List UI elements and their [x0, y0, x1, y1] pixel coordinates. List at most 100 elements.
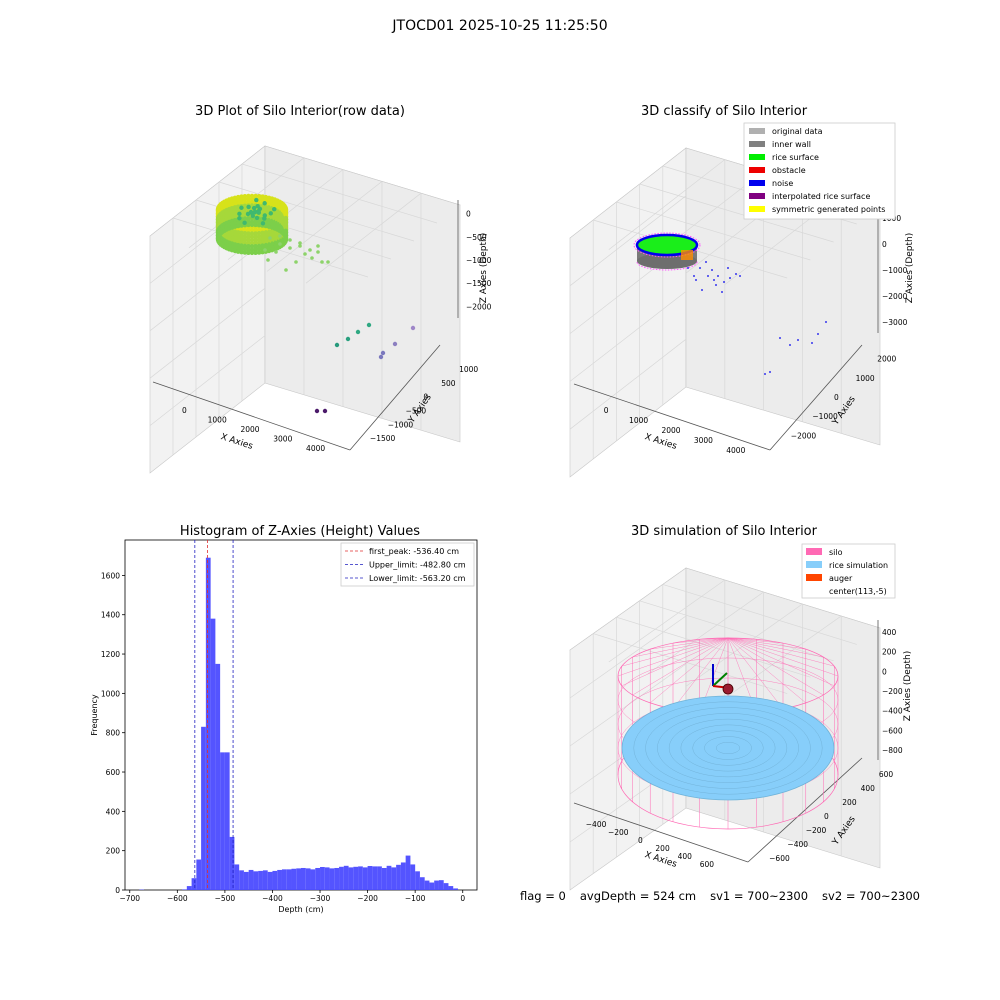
raw-x-tick: 0	[182, 406, 187, 415]
cls-noise-point	[769, 371, 771, 373]
raw-silo-point	[246, 200, 251, 205]
hist-bar	[348, 867, 354, 890]
cls-y-axis-line	[769, 344, 863, 451]
hist-bar	[434, 880, 439, 890]
raw-scatter-point	[294, 260, 298, 264]
panel-title-raw: 3D Plot of Silo Interior(row data)	[195, 104, 405, 119]
raw-z-tick: −500	[466, 233, 487, 242]
raw-surface-point	[237, 211, 242, 216]
hist-bar	[224, 752, 230, 890]
raw-silo-point	[253, 231, 258, 236]
raw-silo-point	[256, 246, 262, 252]
raw-outlier-point	[392, 341, 398, 347]
hist-bar	[291, 868, 297, 890]
raw-silo-cloud	[215, 193, 289, 256]
raw-silo-point	[283, 212, 289, 218]
sim-silo-roof-line	[727, 637, 806, 704]
raw-y-tick: −1000	[388, 420, 414, 429]
hist-y-tick-label: 1000	[101, 689, 120, 698]
raw-silo-point	[249, 231, 255, 236]
cls-grid-line	[569, 338, 687, 430]
raw-scatter-point	[284, 268, 288, 272]
raw-x-tick: 2000	[240, 425, 259, 434]
hist-bar	[239, 870, 244, 890]
hist-bar	[272, 870, 278, 890]
cls-grid-line	[639, 183, 834, 243]
hist-bar	[443, 883, 449, 890]
sim-auger-marker	[722, 683, 734, 695]
hist-bar	[277, 869, 282, 890]
cls-noise-point	[705, 261, 707, 263]
sim-legend-box	[801, 543, 896, 599]
raw-silo-point	[239, 197, 244, 203]
raw-silo-point	[260, 243, 265, 249]
raw-surface-point	[250, 213, 255, 219]
raw-silo-point	[249, 247, 255, 252]
raw-silo-point	[249, 237, 255, 243]
cls-noise-point	[729, 277, 731, 279]
raw-surface-point	[246, 204, 251, 210]
raw-silo-point	[253, 228, 258, 233]
raw-silo-point	[246, 219, 251, 224]
sim-z-tick: 400	[882, 628, 897, 637]
hist-bars	[139, 557, 458, 890]
hist-bar	[334, 867, 340, 890]
cls-noise-point	[715, 284, 717, 286]
raw-outlier-point	[355, 329, 361, 335]
raw-scatter-point	[288, 238, 292, 242]
cls-noise-point	[797, 339, 799, 341]
panel-title-simulation: 3D simulation of Silo Interior	[631, 524, 817, 539]
raw-silo-point	[246, 196, 251, 202]
sim-silo-roof-line	[727, 637, 784, 710]
cls-obstacle	[681, 250, 693, 260]
raw-scatter-point	[326, 260, 330, 264]
cls-legend-label: interpolated rice surface	[772, 192, 870, 201]
raw-silo-point	[249, 196, 255, 202]
raw-silo-point	[242, 203, 248, 209]
sim-silo-roof-line	[632, 637, 729, 658]
cls-z-label: Z Axies (Depth)	[905, 233, 915, 304]
cls-grid-line	[569, 291, 687, 382]
raw-grid-line	[241, 163, 438, 224]
hist-x-label: Depth (cm)	[278, 905, 323, 914]
sim-grid-line	[593, 633, 788, 694]
raw-scatter-point	[308, 248, 312, 252]
sim-silo-roof-line	[672, 637, 729, 644]
hist-x-tick-label: −300	[310, 894, 331, 903]
hist-bar	[186, 886, 192, 890]
sim-grid-line	[569, 615, 687, 699]
raw-silo-point	[242, 240, 248, 246]
raw-outlier-point	[366, 322, 372, 328]
sim-y-tick: 400	[861, 784, 876, 793]
sim-z-tick: 200	[882, 648, 897, 657]
hist-bar	[448, 886, 454, 890]
raw-surface-point	[237, 216, 242, 221]
raw-side-pane	[264, 145, 461, 443]
hist-bar	[301, 867, 306, 890]
hist-bar	[386, 865, 392, 890]
raw-silo-point	[246, 216, 251, 221]
sim-x-axis-line	[573, 802, 749, 863]
raw-silo-point	[242, 200, 248, 206]
raw-scatter-point	[298, 241, 302, 245]
cls-y-tick: −1000	[812, 412, 838, 421]
raw-silo-point	[256, 227, 262, 233]
sim-rice-mesh-ring	[645, 707, 811, 789]
raw-grid-line	[149, 240, 266, 332]
cls-noise-point	[713, 279, 715, 281]
hist-y-tick-label: 1200	[101, 650, 120, 659]
hist-x-tick-label: −200	[357, 894, 378, 903]
raw-silo-point	[256, 230, 262, 236]
hist-bar	[248, 869, 254, 890]
raw-silo-point	[256, 200, 262, 206]
sim-x-tick: 0	[638, 836, 643, 845]
raw-silo-point	[256, 194, 262, 199]
sim-silo-roof-line	[632, 637, 729, 696]
hist-bar	[367, 866, 373, 890]
cls-x-tick: 1000	[629, 416, 648, 425]
hist-bar	[253, 871, 259, 890]
raw-silo-point	[256, 222, 262, 228]
raw-silo-point	[242, 246, 248, 252]
hist-legend-label: Upper_limit: -482.80 cm	[369, 561, 466, 570]
raw-scatter-point	[316, 244, 320, 248]
